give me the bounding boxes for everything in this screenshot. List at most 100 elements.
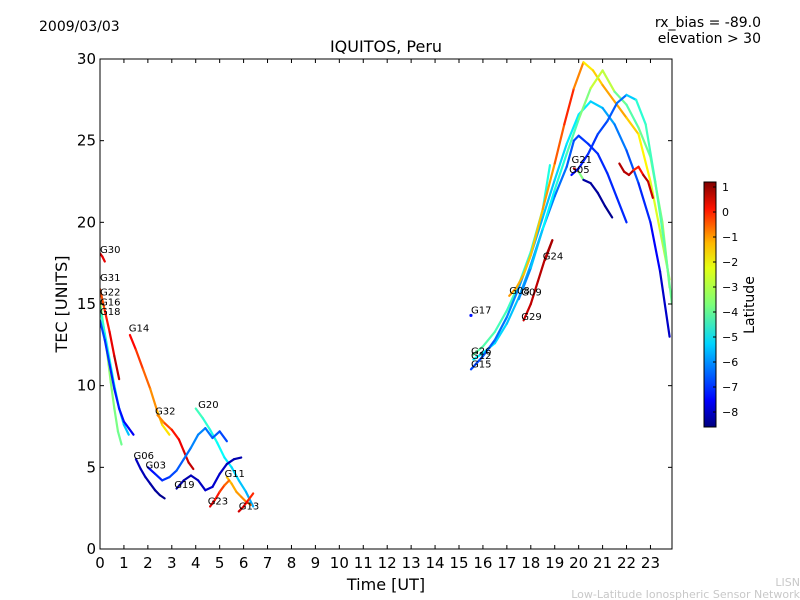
series-label-g16: G16 xyxy=(100,297,120,308)
series-segment xyxy=(582,178,592,185)
series-segment xyxy=(204,485,214,492)
x-tick-label: 18 xyxy=(521,554,540,572)
series-segment xyxy=(103,338,111,366)
x-tick-label: 12 xyxy=(378,554,397,572)
series-g05 xyxy=(570,93,672,306)
series-segment xyxy=(175,479,185,490)
series-segment xyxy=(517,266,532,301)
series-segment xyxy=(570,167,580,177)
series-g17 xyxy=(469,313,473,318)
series-segment xyxy=(189,474,200,482)
series-segment xyxy=(163,422,173,431)
series-segment xyxy=(577,134,590,146)
series-label-g32: G32 xyxy=(155,407,175,418)
series-segment xyxy=(522,253,532,276)
series-segment xyxy=(637,182,652,224)
series-segment xyxy=(237,479,248,493)
series-segment xyxy=(149,387,159,413)
x-tick-label: 16 xyxy=(473,554,492,572)
series-segment xyxy=(603,204,614,219)
series-segment xyxy=(218,430,228,443)
series-segment xyxy=(141,368,152,391)
x-tick-label: 1 xyxy=(119,554,129,572)
x-tick-label: 11 xyxy=(354,554,373,572)
colorbar-tick-label: −3 xyxy=(722,281,738,294)
series-segment xyxy=(529,227,544,270)
x-tick-label: 17 xyxy=(497,554,516,572)
series-segment xyxy=(596,191,607,208)
series-segment xyxy=(149,482,157,492)
y-tick-label: 5 xyxy=(86,458,96,476)
series-segment xyxy=(469,355,485,371)
series-label-g15: G15 xyxy=(471,359,491,370)
series-g03 xyxy=(146,427,228,482)
series-segment xyxy=(201,417,212,431)
date-label: 2009/03/03 xyxy=(39,19,120,35)
series-g06 xyxy=(134,458,166,500)
series-segment xyxy=(565,113,580,146)
series-segment xyxy=(240,495,248,503)
series-segment xyxy=(127,427,135,436)
series-segment xyxy=(505,296,520,325)
series-segment xyxy=(505,286,520,319)
series-segment xyxy=(153,489,161,497)
series-label-g26: G26 xyxy=(471,346,491,357)
series-segment xyxy=(109,381,116,410)
x-tick-label: 21 xyxy=(593,554,612,572)
series-segment xyxy=(654,180,666,248)
series-segment xyxy=(565,118,580,155)
credit-lisn: LISN xyxy=(775,576,800,589)
series-segment xyxy=(100,319,106,342)
series-segment xyxy=(546,245,552,255)
credit-network: Low-Latitude Ionospheric Sensor Network xyxy=(571,588,800,600)
series-segment xyxy=(589,69,604,90)
series-segment xyxy=(113,387,121,410)
series-segment xyxy=(553,165,568,198)
series-segment xyxy=(627,168,635,177)
series-label-g13: G13 xyxy=(239,501,259,512)
series-segment xyxy=(108,363,116,391)
series-segment xyxy=(232,456,243,461)
series-segment xyxy=(637,126,652,159)
series-segment xyxy=(644,123,657,183)
y-axis-ticks: 0 5 10 15 20 25 30 xyxy=(77,50,672,558)
series-segment xyxy=(113,407,120,433)
series-segment xyxy=(563,87,575,126)
series-g32 xyxy=(156,413,195,471)
series-label-g05: G05 xyxy=(569,165,589,176)
series-label-g03: G03 xyxy=(145,461,165,472)
elevation-label: elevation > 30 xyxy=(658,31,761,47)
x-tick-label: 19 xyxy=(545,554,564,572)
series-segment xyxy=(642,173,650,183)
series-segment xyxy=(565,139,575,168)
series-segment xyxy=(606,101,619,123)
series-label-g23: G23 xyxy=(208,497,228,508)
series-segment xyxy=(613,123,628,152)
x-axis-ticks: 0 1 2 3 4 5 6 7 8 9 10 11 12 13 14 15 16 17 18 19 20 21 22 23 xyxy=(95,59,660,572)
colorbar-tick-label: −5 xyxy=(722,331,738,344)
x-tick-label: 13 xyxy=(402,554,421,572)
colorbar-tick-label: −7 xyxy=(722,381,738,394)
x-tick-label: 10 xyxy=(330,554,349,572)
colorbar-tick-label: −1 xyxy=(722,231,738,244)
series-segment xyxy=(101,255,106,263)
series-segment xyxy=(170,428,181,441)
series-label-g06: G06 xyxy=(134,451,154,462)
series-segment xyxy=(161,423,171,436)
series-segment xyxy=(582,61,595,72)
series-segment xyxy=(481,338,496,358)
series-g18 xyxy=(100,319,135,436)
series-segment xyxy=(472,345,485,356)
series-g21 xyxy=(572,167,614,219)
series-segment xyxy=(625,93,638,101)
chart-title: IQUITOS, Peru xyxy=(330,37,442,56)
series-segment xyxy=(211,472,221,489)
series-label-g22: G22 xyxy=(100,287,120,298)
x-tick-label: 3 xyxy=(167,554,177,572)
series-label-g12: G12 xyxy=(471,351,491,362)
series-g13 xyxy=(237,492,255,513)
series-label-g08: G08 xyxy=(509,286,529,297)
series-label-g30: G30 xyxy=(100,245,120,256)
